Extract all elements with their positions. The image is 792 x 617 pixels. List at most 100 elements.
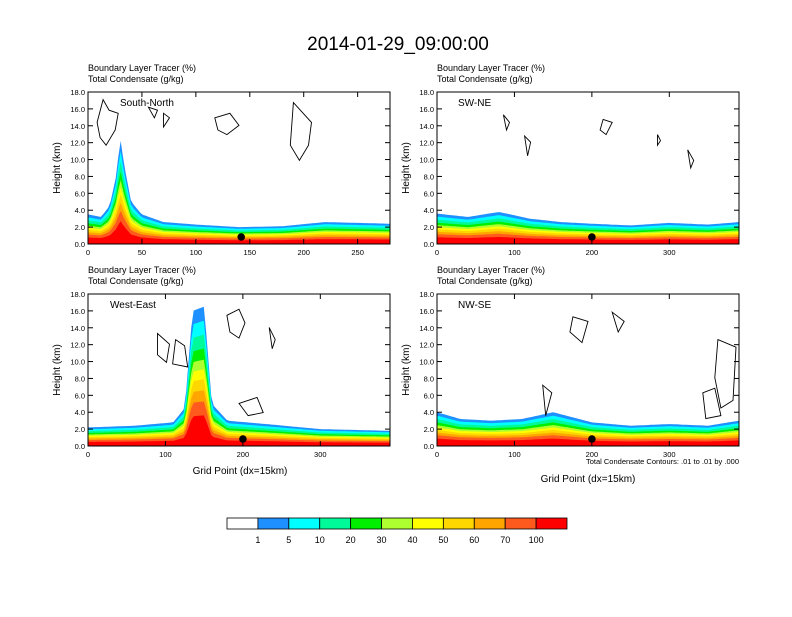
panel-4-xlabel: Grid Point (dx=15km)	[541, 474, 636, 485]
panel-3-condensate-contour-3	[226, 308, 246, 339]
panel-1-ytick-label: 16.0	[70, 105, 85, 114]
colorbar-label: 70	[500, 535, 510, 545]
panel-2-tracer-field	[437, 114, 739, 244]
panel-4-condensate-contour-1	[569, 316, 589, 344]
panel-3-ytick-label: 6.0	[75, 391, 85, 400]
panel-3-condensate-contour-2	[172, 338, 189, 368]
panel-2-frame	[436, 91, 740, 245]
panel-4-ytick-label: 8.0	[424, 374, 434, 383]
colorbar-label: 60	[469, 535, 479, 545]
panel-2-condensate-contour-5	[687, 149, 695, 170]
panel-3-condensate-contour-5	[238, 396, 264, 417]
panel-3-frame	[87, 293, 391, 447]
panel-1-xtick-label: 100	[190, 248, 203, 257]
panel-3-xtick-label: 200	[237, 450, 250, 459]
panel-3-xtick-label: 0	[86, 450, 90, 459]
panel-4-location-marker	[588, 435, 596, 443]
panel-1-plot: 0.0 2.0 4.0 6.0 8.0 10.0 12.0 14.0 16.0 18.0 0 50 10…	[70, 88, 391, 257]
colorbar-swatch-3	[288, 517, 321, 530]
panel-1-tracer-field	[88, 98, 390, 244]
panel-2-ytick-label: 12.0	[419, 139, 434, 148]
panel-2-location-marker	[588, 233, 596, 241]
panel-1-location-marker	[237, 233, 245, 241]
panel-4-ytick-label: 10.0	[419, 358, 434, 367]
panel-4-header-line1: Boundary Layer Tracer (%)	[437, 265, 545, 275]
panel-3-xtick-label: 300	[314, 450, 327, 459]
panel-2-xtick-label: 100	[508, 248, 521, 257]
panel-4-ytick-label: 12.0	[419, 341, 434, 350]
panel-2-label: SW-NE	[458, 98, 491, 109]
colorbar-swatch-4	[319, 517, 352, 530]
colorbar: 1 5 10 20 30 40 50 60 70 100	[226, 517, 568, 545]
panel-3-ylabel: Height (km)	[52, 344, 63, 396]
panel-3-tracer-field	[88, 306, 390, 446]
panel-4-header-line2: Total Condensate (g/kg)	[437, 276, 533, 286]
panel-2-ytick-label: 10.0	[419, 156, 434, 165]
colorbar-label: 20	[346, 535, 356, 545]
panel-1-label: South-North	[120, 98, 174, 109]
panel-1-ytick-label: 0.0	[75, 240, 85, 249]
panel-1-xtick-label: 250	[351, 248, 364, 257]
colorbar-swatch-2	[257, 517, 290, 530]
panel-3-ytick-label: 8.0	[75, 374, 85, 383]
panel-3-label: West-East	[110, 300, 156, 311]
panel-4-condensate-contour-2	[611, 310, 625, 334]
panel-4-ytick-label: 4.0	[424, 408, 434, 417]
panel-1-ytick-label: 2.0	[75, 223, 85, 232]
panel-1-condensate-contour-4	[147, 106, 159, 119]
colorbar-label: 100	[529, 535, 544, 545]
colorbar-label: 10	[315, 535, 325, 545]
panel-3-ytick-label: 18.0	[70, 290, 85, 299]
colorbar-label: 50	[438, 535, 448, 545]
panel-nw-se: Boundary Layer Tracer (%) Total Condensa…	[401, 265, 740, 485]
panel-2-ylabel: Height (km)	[401, 142, 412, 194]
colorbar-label: 5	[286, 535, 291, 545]
panel-1-ytick-label: 6.0	[75, 189, 85, 198]
colorbar-swatch-5	[350, 517, 382, 530]
panel-2-header-line2: Total Condensate (g/kg)	[437, 74, 533, 84]
panel-1-xtick-label: 150	[244, 248, 257, 257]
panel-2-condensate-contour-2	[523, 134, 532, 156]
panel-3-xtick-label: 100	[159, 450, 172, 459]
panel-south-north: Boundary Layer Tracer (%) Total Condensa…	[52, 63, 391, 257]
panel-4-ylabel: Height (km)	[401, 344, 412, 396]
panel-2-condensate-contour-4	[657, 134, 662, 147]
colorbar-label: 30	[376, 535, 386, 545]
panel-1-ytick-label: 18.0	[70, 88, 85, 97]
panel-3-header-line2: Total Condensate (g/kg)	[88, 276, 184, 286]
panel-4-xtick-label: 200	[586, 450, 599, 459]
panel-1-tracer-band-10	[88, 221, 390, 244]
panel-3-ytick-label: 2.0	[75, 425, 85, 434]
panel-3-ytick-label: 14.0	[70, 324, 85, 333]
panel-2-header-line1: Boundary Layer Tracer (%)	[437, 63, 545, 73]
panel-3-xlabel: Grid Point (dx=15km)	[193, 466, 288, 477]
panel-3-ytick-label: 0.0	[75, 442, 85, 451]
panel-2-xtick-label: 0	[435, 248, 439, 257]
panel-3-plot: 0.0 2.0 4.0 6.0 8.0 10.0 12.0 14.0 16.0 18.0 0 100 2…	[70, 290, 391, 459]
panel-2-ytick-label: 6.0	[424, 189, 434, 198]
panel-4-condensate-contour-3	[714, 338, 737, 409]
panel-2-ytick-label: 18.0	[419, 88, 434, 97]
panel-2-plot: 0.0 2.0 4.0 6.0 8.0 10.0 12.0 14.0 16.0 18.0 0 100 2…	[419, 88, 740, 257]
panel-4-ytick-label: 14.0	[419, 324, 434, 333]
panel-4-ytick-label: 18.0	[419, 290, 434, 299]
panel-1-xtick-label: 200	[297, 248, 310, 257]
panel-2-ytick-label: 8.0	[424, 172, 434, 181]
panel-2-ytick-label: 16.0	[419, 105, 434, 114]
panel-2-ytick-label: 0.0	[424, 240, 434, 249]
panel-1-frame	[87, 91, 391, 245]
panel-2-tracer-band-10	[437, 237, 739, 244]
panel-1-condensate-contour-5	[163, 112, 171, 129]
colorbar-swatch-7	[412, 517, 444, 530]
panel-4-label: NW-SE	[458, 300, 491, 311]
panel-4-plot: 0.0 2.0 4.0 6.0 8.0 10.0 12.0 14.0 16.0 18.0 0 100 2…	[419, 290, 740, 459]
colorbar-swatch-11	[535, 517, 568, 530]
panel-2-ytick-label: 14.0	[419, 122, 434, 131]
panel-3-ytick-label: 16.0	[70, 307, 85, 316]
panel-1-xtick-label: 0	[86, 248, 90, 257]
panel-1-ytick-label: 8.0	[75, 172, 85, 181]
colorbar-label: 40	[407, 535, 417, 545]
colorbar-label: 1	[255, 535, 260, 545]
colorbar-swatch-9	[473, 517, 506, 530]
